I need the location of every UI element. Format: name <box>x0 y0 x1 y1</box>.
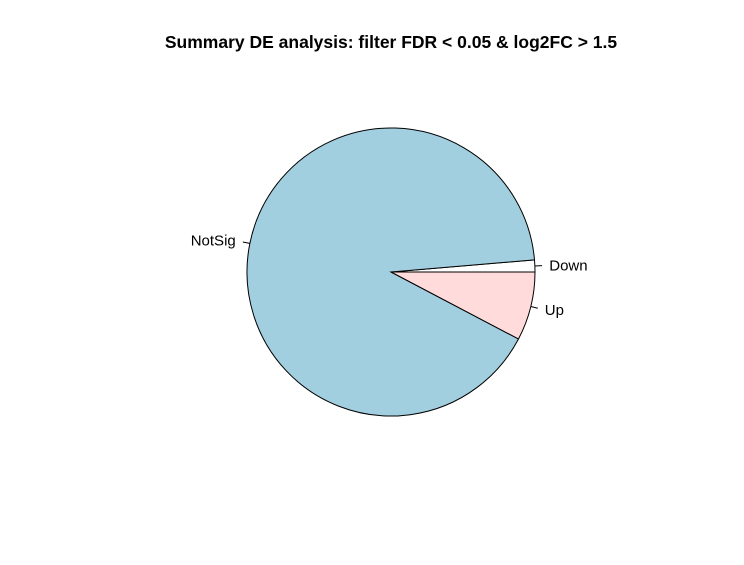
slice-label-notsig: NotSig <box>191 233 236 250</box>
pie-labels: Down NotSig Up <box>191 233 588 319</box>
pie-slice-notsig <box>246 127 536 417</box>
pie-slices <box>246 127 536 417</box>
leader-line-notsig <box>242 241 250 244</box>
leader-line-up <box>530 306 538 309</box>
slice-label-up: Up <box>545 302 564 319</box>
pie-slice-up <box>390 271 536 340</box>
chart-title: Summary DE analysis: filter FDR < 0.05 &… <box>165 32 618 52</box>
slice-label-down: Down <box>549 257 587 274</box>
